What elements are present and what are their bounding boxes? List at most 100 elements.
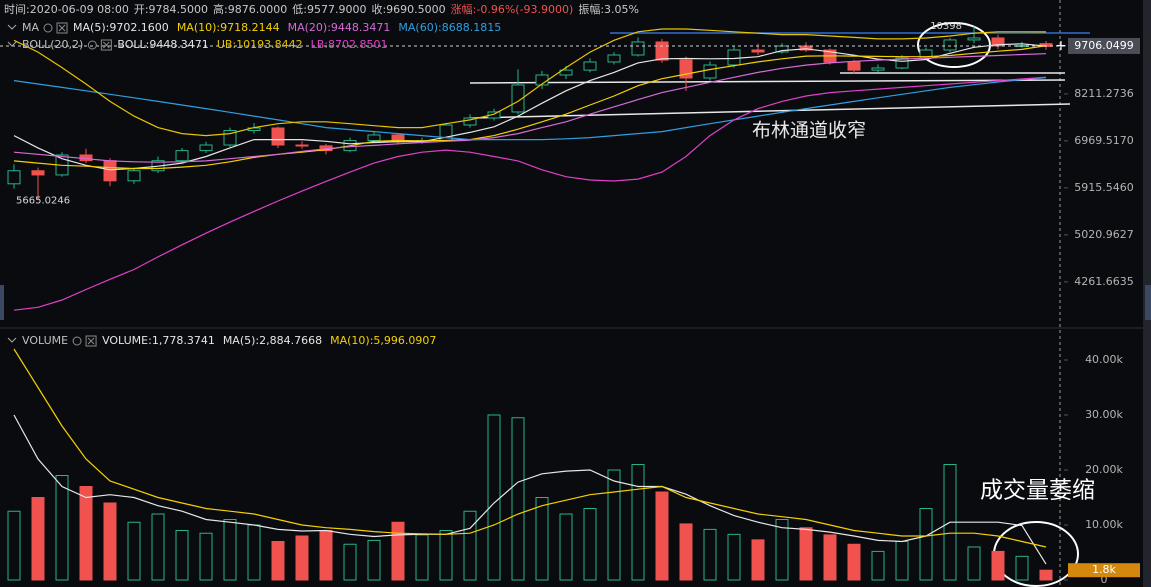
volume-bar (655, 491, 669, 581)
indicator-line (13, 76, 1047, 311)
candle-body (7, 170, 21, 185)
header-info: 时间:2020-06-09 08:00 (4, 3, 129, 16)
candle-body (967, 37, 981, 41)
volume-bar (751, 539, 765, 581)
volume-bar (895, 540, 909, 581)
close-icon (102, 41, 110, 49)
y-tick-label: 0 (1101, 573, 1108, 586)
volume-bar (847, 543, 861, 581)
volume-bar (487, 414, 501, 581)
candle-body (871, 67, 885, 71)
volume-bar (583, 507, 597, 581)
volume-bar (31, 496, 45, 581)
legend-entry: VOLUME (22, 334, 68, 347)
settings-icon[interactable] (72, 336, 82, 346)
legend-entry: LB:8702.8501 (311, 38, 388, 51)
volume-bar (55, 474, 69, 581)
indicator-line (13, 348, 1047, 548)
header-info: 涨幅:-0.96%(-93.9000) (451, 3, 574, 16)
volume-bar (631, 463, 645, 581)
candle-body (655, 41, 669, 61)
volume-bar (103, 502, 117, 581)
close-icon[interactable] (85, 335, 97, 347)
high-label: 10398 (930, 21, 962, 32)
current-price-label: 9706.0499 (1074, 39, 1134, 52)
indicator-line (13, 53, 1047, 163)
volume-bar (1015, 555, 1029, 581)
candle-body (847, 61, 861, 71)
volume-bar (343, 543, 357, 581)
y-tick-label: 5020.9627 (1074, 228, 1134, 241)
trend-line[interactable] (469, 103, 1071, 119)
volume-bar (559, 513, 573, 581)
candle-body (487, 111, 501, 119)
y-tick-label: 20.00k (1085, 463, 1123, 476)
close-icon[interactable] (56, 22, 68, 34)
volume-bar (919, 507, 933, 581)
annotation: 成交量萎缩 (980, 478, 1095, 504)
volume-bar (295, 535, 309, 581)
annotation: 布林通道收窄 (752, 120, 866, 142)
volume-bar (511, 417, 525, 581)
legend-entry: BOLL(20,2) (22, 38, 83, 51)
y-tick-label: 8211.2736 (1074, 87, 1134, 100)
trend-line[interactable] (469, 79, 1066, 84)
y-tick-label: 6969.5170 (1074, 134, 1134, 147)
collapse-icon (7, 337, 17, 343)
low-label: 5665.0246 (16, 195, 70, 206)
legend-entry: MA(60):8688.1815 (398, 21, 501, 34)
volume-bar (7, 510, 21, 581)
settings-icon[interactable] (43, 23, 53, 33)
volume-bar (727, 533, 741, 581)
volume-bar (679, 523, 693, 581)
volume-bar (991, 550, 1005, 581)
volume-bar (967, 546, 981, 581)
settings-icon[interactable] (87, 40, 97, 50)
indicator-line (13, 45, 1047, 170)
volume-bar (367, 539, 381, 581)
candle-body (127, 170, 141, 182)
header-info: 开:9784.5000 (134, 3, 208, 16)
y-tick-label: 40.00k (1085, 353, 1123, 366)
volume-bar (415, 534, 429, 581)
legend-entry: VOLUME:1,778.3741 (102, 334, 215, 347)
side-tab[interactable] (1145, 285, 1151, 320)
volume-bar (823, 534, 837, 581)
indicator-line (13, 414, 1047, 565)
header-info: 低:9577.9000 (292, 3, 366, 16)
volume-bar (127, 521, 141, 581)
value-label: 1.8k (1092, 563, 1116, 576)
candle-body (607, 54, 621, 63)
close-icon (58, 24, 66, 32)
volume-bar (607, 469, 621, 581)
volume-bar (199, 532, 213, 581)
candle-body (559, 69, 573, 76)
volume-bar (463, 510, 477, 581)
header-info: 高:9876.0000 (213, 2, 287, 16)
y-tick-label: 5915.5460 (1074, 181, 1134, 194)
candle-body (367, 134, 381, 142)
legend-entry: MA(10):9718.2144 (177, 21, 280, 34)
volume-bar (535, 496, 549, 581)
volume-bar (871, 550, 885, 581)
collapse-icon (7, 41, 17, 47)
value-label-box (1068, 563, 1140, 578)
candle-body (463, 117, 477, 126)
volume-bar (775, 518, 789, 581)
close-icon (87, 337, 95, 345)
volume-bar (391, 521, 405, 581)
header-info: 收:9690.5000 (371, 2, 445, 16)
legend-entry: UB:10193.8442 (217, 38, 303, 51)
volume-bar (175, 529, 189, 581)
candle-body (727, 49, 741, 66)
candle-body (583, 61, 597, 71)
legend-entry: BOLL:9448.3471 (117, 38, 208, 51)
volume-bar (223, 518, 237, 581)
close-icon[interactable] (100, 39, 112, 51)
side-tab[interactable] (0, 285, 4, 320)
legend-entry: MA(5):9702.1600 (73, 21, 169, 34)
candle-body (703, 64, 717, 79)
y-tick-label: 30.00k (1085, 408, 1123, 421)
candle-body (175, 150, 189, 162)
